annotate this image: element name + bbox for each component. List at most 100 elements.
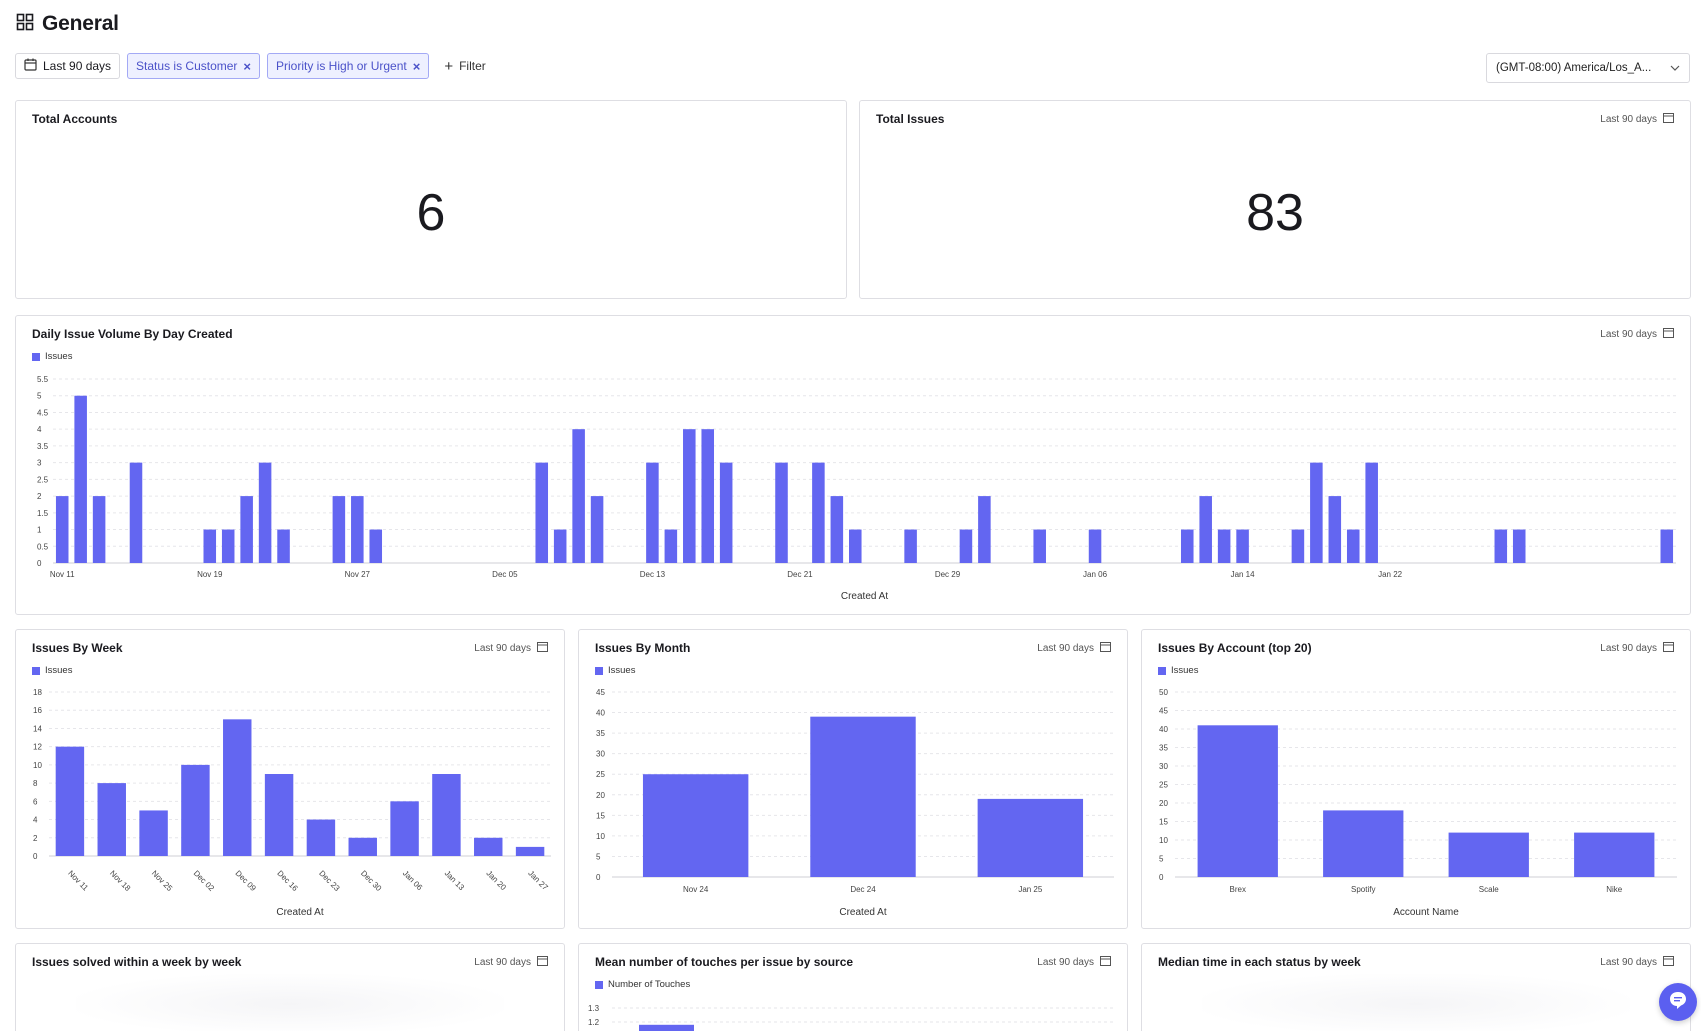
x-tick-label: Dec 21 — [787, 570, 813, 579]
filter-chip-status[interactable]: Status is Customer × — [127, 53, 261, 79]
y-tick-label: 0 — [1159, 873, 1164, 882]
chart-legend[interactable]: Issues — [32, 665, 72, 676]
total-accounts-value: 6 — [416, 184, 446, 242]
chat-support-button[interactable] — [1659, 983, 1697, 1021]
bar-issues — [590, 496, 604, 563]
bar-issues — [515, 846, 545, 856]
bar-issues — [1494, 529, 1508, 563]
bar-issues — [830, 496, 844, 563]
bar-issues — [258, 462, 272, 563]
x-axis-title: Account Name — [1393, 907, 1459, 918]
card-date-range[interactable]: Last 90 days — [1600, 955, 1674, 969]
y-tick-label: 0 — [596, 873, 601, 882]
y-tick-label: 0 — [37, 559, 42, 568]
y-tick-label: 14 — [33, 724, 42, 733]
y-tick-label: 30 — [596, 750, 605, 759]
y-tick-label: 15 — [1159, 818, 1168, 827]
y-tick-label: 6 — [33, 797, 38, 806]
bar-issues — [719, 462, 733, 563]
y-tick-label: 45 — [1159, 707, 1168, 716]
card-range-label: Last 90 days — [1600, 113, 1657, 125]
timezone-select[interactable]: (GMT-08:00) America/Los_A... — [1486, 53, 1690, 83]
chart-legend[interactable]: Issues — [595, 665, 635, 676]
x-axis-title: Created At — [841, 591, 888, 602]
x-tick-label: Nov 25 — [150, 869, 175, 894]
touches-per-issue-card: Mean number of touches per issue by sour… — [578, 943, 1128, 1031]
y-tick-label: 5 — [596, 852, 601, 861]
bar-issues — [369, 529, 383, 563]
date-range-button[interactable]: Last 90 days — [15, 53, 121, 79]
x-axis-title: Created At — [276, 907, 323, 918]
dashboard-grid-icon — [16, 13, 34, 36]
x-tick-label: Dec 05 — [492, 570, 518, 579]
card-date-range[interactable]: Last 90 days — [474, 955, 548, 969]
bar-issues — [1088, 529, 1102, 563]
plus-icon: + — [444, 57, 454, 75]
remove-filter-icon[interactable]: × — [243, 58, 252, 74]
y-tick-label: 10 — [596, 832, 605, 841]
bar-issues — [55, 496, 69, 563]
remove-filter-icon[interactable]: × — [412, 58, 421, 74]
card-date-range[interactable]: Last 90 days — [1600, 112, 1674, 126]
y-tick-label: 4.5 — [37, 408, 49, 417]
x-tick-label: Jan 27 — [526, 869, 550, 893]
median-time-card: Median time in each status by week Last … — [1141, 943, 1691, 1031]
card-date-range[interactable]: Last 90 days — [1037, 955, 1111, 969]
x-tick-label: Brex — [1230, 885, 1246, 894]
bar-issues — [181, 764, 210, 856]
y-tick-label: 1 — [37, 526, 42, 535]
bar-issues — [1180, 529, 1194, 563]
bar-issues — [1660, 529, 1674, 563]
card-date-range[interactable]: Last 90 days — [1037, 641, 1111, 655]
y-tick-label: 45 — [596, 688, 605, 697]
chevron-down-icon — [1670, 62, 1680, 74]
x-tick-label: Nov 11 — [50, 570, 75, 579]
bar-issues — [959, 529, 973, 563]
card-date-range[interactable]: Last 90 days — [1600, 641, 1674, 655]
x-tick-label: Jan 06 — [1083, 570, 1108, 579]
bar-issues — [1217, 529, 1231, 563]
y-tick-label: 5 — [37, 392, 42, 401]
y-tick-label: 30 — [1159, 762, 1168, 771]
issues-by-month-card: Issues By Month Last 90 days Issues 0 5 10… — [578, 629, 1128, 929]
y-tick-label: 25 — [1159, 781, 1168, 790]
chart-legend[interactable]: Issues — [1158, 665, 1198, 676]
bar-issues — [977, 798, 1084, 877]
y-tick-label: 1.5 — [37, 509, 49, 518]
page-header: General — [16, 12, 119, 36]
calendar-icon — [1663, 955, 1674, 969]
bar-issues — [1236, 529, 1249, 563]
bar-issues — [775, 462, 788, 563]
y-tick-label: 40 — [1159, 725, 1168, 734]
filter-chip-priority[interactable]: Priority is High or Urgent × — [267, 53, 430, 79]
add-filter-button[interactable]: + Filter — [436, 53, 493, 79]
card-title: Issues By Month — [595, 641, 691, 655]
chart-legend[interactable]: Issues — [32, 351, 72, 362]
x-tick-label: Jan 20 — [484, 869, 508, 893]
bar-issues — [221, 529, 235, 563]
bar-issues — [1323, 810, 1404, 877]
daily-issue-volume-card: Daily Issue Volume By Day Created Last 9… — [15, 315, 1691, 615]
y-tick-label: 4 — [37, 425, 42, 434]
card-date-range[interactable]: Last 90 days — [474, 641, 548, 655]
bar-issues — [55, 746, 85, 856]
bar-issues — [1574, 832, 1655, 877]
x-tick-label: Jan 13 — [443, 869, 467, 893]
x-axis-title: Created At — [839, 907, 886, 918]
card-range-label: Last 90 days — [1037, 642, 1094, 654]
bar-issues — [306, 819, 336, 856]
legend-label: Issues — [45, 665, 73, 676]
x-tick-label: Dec 02 — [192, 869, 217, 894]
bar-issues — [390, 801, 419, 856]
y-tick-label: 0 — [33, 852, 38, 861]
chart-legend[interactable]: Number of Touches — [595, 979, 690, 990]
card-date-range[interactable]: Last 90 days — [1600, 327, 1674, 341]
x-tick-label: Nov 24 — [683, 885, 709, 894]
y-tick-label: 2 — [37, 492, 42, 501]
card-title: Total Accounts — [32, 112, 118, 126]
issues-solved-card: Issues solved within a week by week Last… — [15, 943, 565, 1031]
bar-issues — [351, 496, 364, 563]
touches-bar-chart: 1.2 1.3 — [588, 1004, 1114, 1031]
x-tick-label: Nov 27 — [345, 570, 371, 579]
bar-issues — [810, 716, 916, 877]
